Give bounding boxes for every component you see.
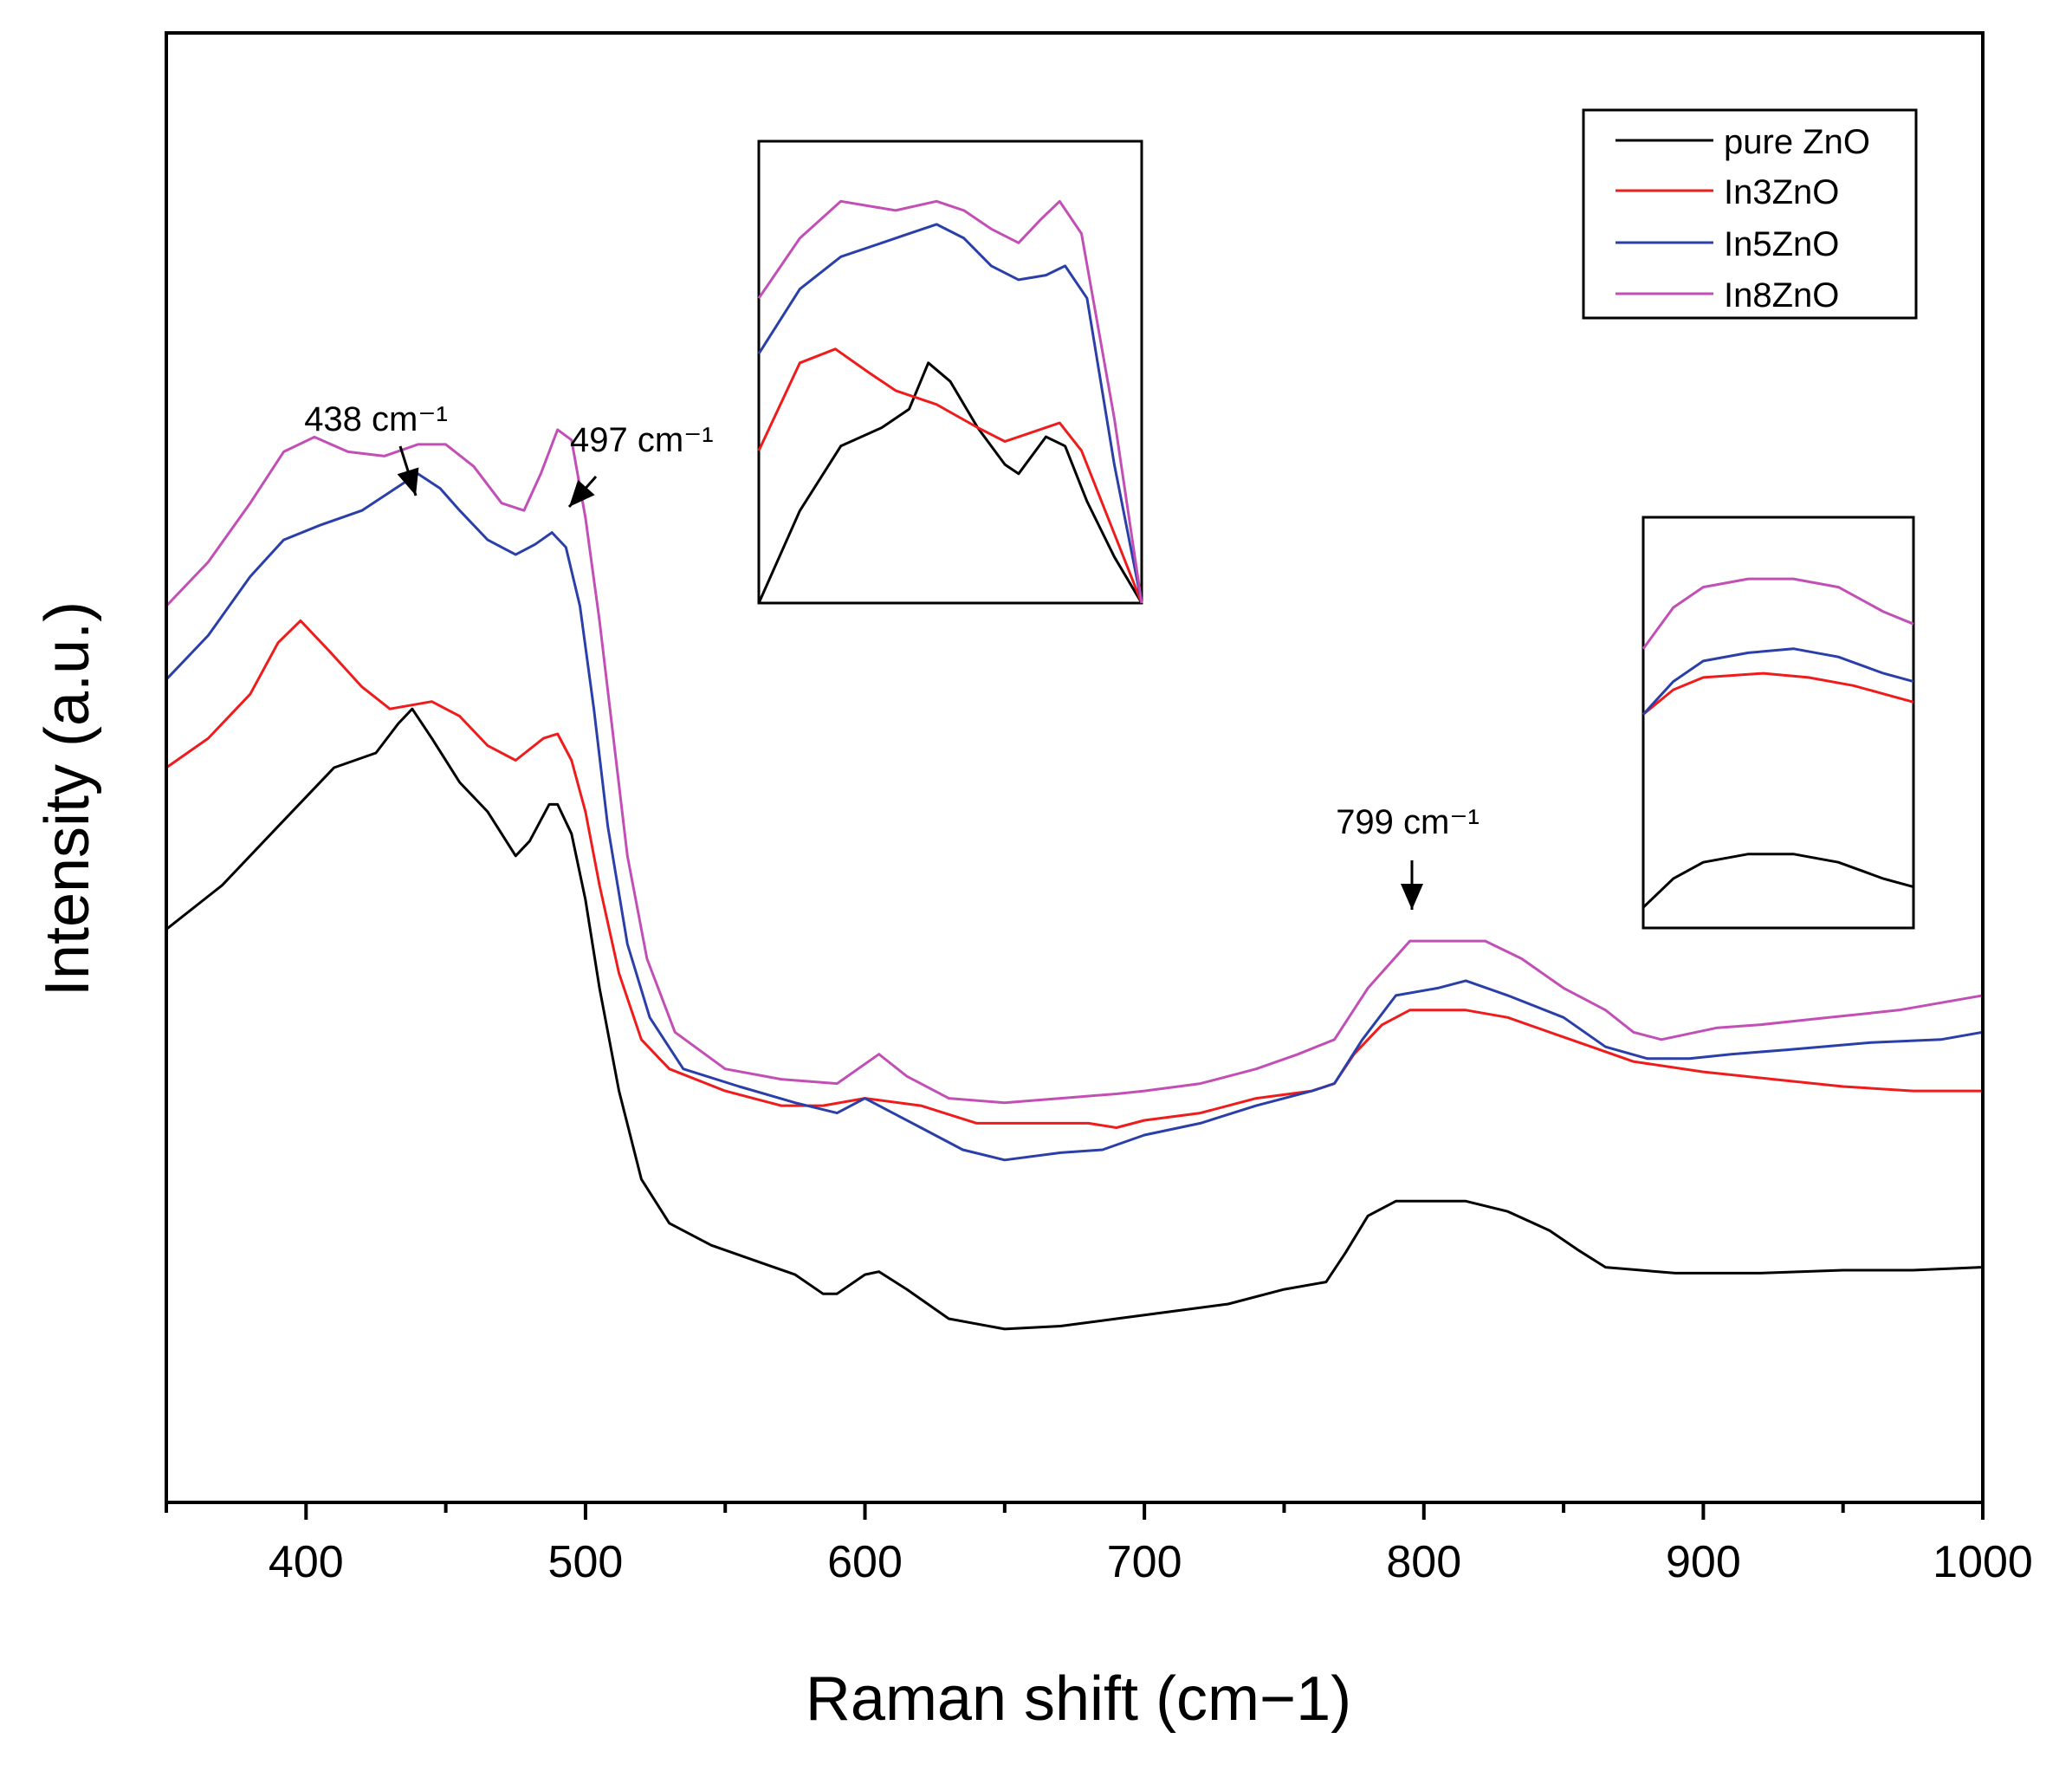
legend-label: pure ZnO — [1724, 123, 1870, 161]
legend-item: In8ZnO — [1616, 276, 1839, 315]
annotation-arrow-head — [1401, 884, 1423, 910]
series-layer — [165, 428, 1984, 1331]
legend-item: In5ZnO — [1616, 225, 1839, 263]
x-tick-label: 400 — [269, 1537, 344, 1587]
series-line-2 — [165, 472, 1984, 1162]
annotation-label: 438 cm⁻¹ — [304, 400, 448, 438]
inset-series-line-1 — [757, 347, 1143, 604]
annotation-arrow-head — [569, 479, 595, 507]
x-tick-label: 800 — [1386, 1537, 1461, 1587]
x-axis-ticks: 400 500 600 700 800 900 1000 — [165, 1502, 2033, 1587]
inset-series-line-3 — [757, 199, 1143, 604]
plot-frame — [165, 31, 1985, 1504]
legend-label: In5ZnO — [1724, 225, 1839, 263]
legend-item: pure ZnO — [1616, 123, 1870, 161]
inset-series-line-2 — [1641, 647, 1914, 716]
inset-500-700 — [757, 139, 1143, 605]
annotation-label: 497 cm⁻¹ — [570, 421, 714, 459]
inset-1-series — [757, 199, 1143, 604]
inset-2-series — [1641, 577, 1914, 909]
annotations: 438 cm⁻¹ 497 cm⁻¹ 799 cm⁻¹ — [304, 400, 1480, 910]
inset-series-line-3 — [1641, 577, 1914, 650]
series-line-0 — [165, 707, 1984, 1331]
x-tick-label: 1000 — [1933, 1537, 2033, 1587]
legend-frame — [1582, 108, 1918, 320]
legend-item: In3ZnO — [1616, 173, 1839, 211]
series-line-3 — [165, 428, 1984, 1105]
inset-series-line-2 — [757, 223, 1143, 604]
annotation-arrow-head — [397, 467, 419, 496]
inset-frame — [1641, 516, 1915, 930]
x-tick-label: 700 — [1107, 1537, 1182, 1587]
inset-series-line-0 — [1641, 853, 1914, 909]
x-axis-title: Raman shift (cm−1) — [806, 1664, 1351, 1734]
legend-label: In3ZnO — [1724, 173, 1839, 211]
x-tick-label: 500 — [548, 1537, 624, 1587]
annotation-label: 799 cm⁻¹ — [1336, 803, 1480, 841]
legend: pure ZnO In3ZnO In5ZnO In8ZnO — [1582, 108, 1918, 320]
x-tick-label: 900 — [1666, 1537, 1741, 1587]
x-tick-label: 600 — [827, 1537, 903, 1587]
legend-label: In8ZnO — [1724, 276, 1839, 315]
inset-frame — [757, 139, 1143, 605]
inset-760-850 — [1641, 516, 1915, 930]
inset-series-line-1 — [1642, 671, 1914, 716]
y-axis-title: Intensity (a.u.) — [33, 601, 102, 996]
